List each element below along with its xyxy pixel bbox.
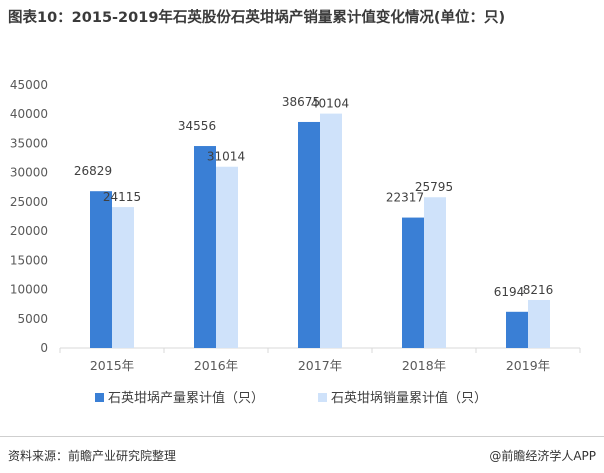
bar-sales: [528, 299, 550, 348]
y-tick-label: 15000: [10, 253, 48, 267]
data-label-sales: 31014: [207, 150, 245, 164]
bar-sales: [320, 113, 342, 348]
y-tick-label: 25000: [10, 195, 48, 209]
y-tick-label: 10000: [10, 283, 48, 297]
y-tick-label: 40000: [10, 107, 48, 121]
bar-production: [402, 217, 424, 348]
y-tick-label: 30000: [10, 166, 48, 180]
y-tick-label: 45000: [10, 78, 48, 92]
data-label-sales: 8216: [523, 283, 554, 297]
data-label-production: 34556: [178, 119, 216, 133]
at-symbol: @: [489, 449, 502, 463]
data-label-production: 6194: [494, 285, 525, 299]
footer: 资料来源：前瞻产业研究院整理 @前瞻经济学人APP: [0, 436, 604, 473]
data-label-sales: 40104: [311, 97, 349, 111]
bar-production: [90, 191, 112, 348]
x-tick-label: 2019年: [506, 358, 550, 373]
x-tick-label: 2015年: [90, 358, 134, 373]
y-tick-label: 5000: [17, 312, 48, 326]
bar-production: [194, 146, 216, 348]
data-label-production: 22317: [386, 191, 424, 205]
brand-name: 前瞻经济学人APP: [501, 449, 596, 463]
legend-swatch-production: [95, 393, 104, 402]
bar-sales: [112, 207, 134, 348]
bar-sales: [424, 197, 446, 348]
data-label-production: 26829: [74, 164, 112, 178]
y-tick-label: 0: [40, 341, 48, 355]
data-label-sales: 24115: [103, 190, 141, 204]
legend-label-sales: 石英坩埚销量累计值（只）: [331, 390, 487, 406]
bar-chart: 0 5000 10000 15000 20000 25000 30000 35000 40000…: [10, 78, 581, 406]
source-note: 资料来源：前瞻产业研究院整理: [8, 449, 177, 463]
x-tick-label: 2017年: [298, 358, 342, 373]
data-label-sales: 25795: [415, 180, 453, 194]
bar-production: [506, 311, 528, 348]
y-tick-label: 20000: [10, 224, 48, 238]
brand-credit: @前瞻经济学人APP: [489, 447, 596, 464]
bar-production: [298, 121, 320, 348]
bar-sales: [216, 166, 238, 348]
y-tick-label: 35000: [10, 136, 48, 150]
data-label-production: 38675: [282, 95, 320, 109]
chart-title: 图表10：2015-2019年石英股份石英坩埚产销量累计值变化情况(单位：只): [8, 10, 506, 26]
x-tick-label: 2016年: [194, 358, 238, 373]
legend-label-production: 石英坩埚产量累计值（只）: [108, 390, 264, 406]
x-tick-label: 2018年: [402, 358, 446, 373]
legend-swatch-sales: [318, 393, 327, 402]
